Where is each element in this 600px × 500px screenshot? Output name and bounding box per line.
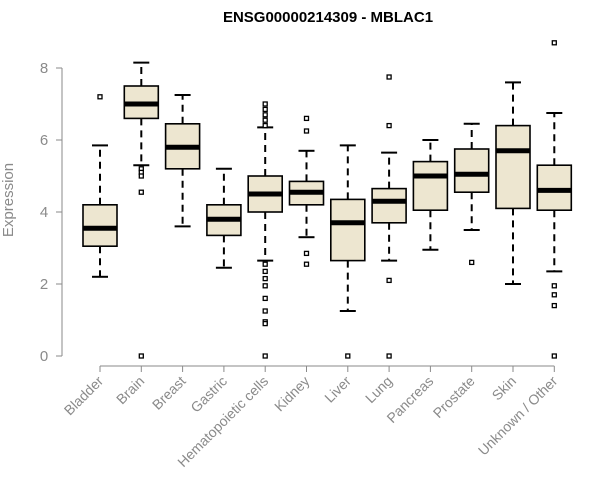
outlier-point (138, 173, 144, 179)
outlier-point (138, 353, 144, 359)
box-skin (495, 81, 531, 285)
x-tick-label: Liver (321, 373, 354, 406)
outlier-point (97, 94, 103, 100)
outlier-point (386, 353, 392, 359)
x-tick-label: Prostate (430, 373, 478, 421)
box-iqr (82, 204, 118, 248)
outlier-point (262, 320, 268, 327)
y-axis-label: Expression (0, 163, 17, 237)
box-bladder (82, 94, 118, 278)
box-breast (164, 94, 201, 228)
box-lung (371, 74, 407, 359)
outlier-point (469, 259, 475, 266)
x-tick-label: Skin (489, 373, 520, 404)
outlier-point (551, 40, 557, 46)
outlier-point (262, 261, 268, 267)
box-brain (123, 61, 160, 359)
box-iqr (495, 124, 531, 210)
x-tick-label: Kidney (271, 373, 313, 415)
outlier-point (303, 261, 310, 267)
x-tick-label: Breast (149, 373, 189, 413)
box-kidney (288, 115, 325, 267)
outlier-point (262, 353, 268, 359)
x-tick-label: Lung (362, 373, 395, 406)
box-gastric (206, 167, 242, 269)
outlier-point (262, 283, 268, 289)
outlier-point (262, 268, 268, 275)
box-iqr (412, 160, 449, 212)
outlier-point (551, 353, 557, 359)
y-tick-label: 6 (40, 132, 48, 149)
outlier-point (262, 106, 268, 113)
boxes-group (82, 40, 573, 359)
outlier-point (551, 292, 557, 298)
box-iqr (371, 187, 407, 224)
outlier-point (303, 115, 310, 122)
box-iqr (329, 198, 366, 262)
outlier-point (138, 189, 144, 195)
outlier-point (386, 277, 392, 284)
outlier-point (262, 112, 268, 118)
box-prostate (453, 122, 490, 266)
chart-title: ENSG00000214309 - MBLAC1 (223, 9, 433, 26)
outlier-point (303, 250, 310, 257)
y-tick-label: 2 (40, 276, 48, 293)
x-tick-label: Brain (113, 373, 147, 407)
box-pancreas (412, 139, 449, 251)
box-hematopoietic-cells (247, 101, 283, 359)
outlier-point (262, 122, 268, 129)
outlier-point (262, 101, 268, 107)
outlier-point (303, 128, 310, 134)
box-liver (329, 144, 366, 359)
y-tick-label: 4 (40, 204, 48, 221)
outlier-point (262, 295, 268, 302)
x-tick-label: Bladder (61, 373, 107, 419)
outlier-point (551, 302, 557, 309)
box-iqr (536, 164, 573, 211)
y-axis: 0 2 4 6 8 (40, 60, 63, 365)
outlier-point (262, 308, 268, 314)
outlier-point (262, 275, 268, 282)
y-tick-label: 8 (40, 60, 48, 77)
outlier-point (262, 117, 268, 123)
outlier-point (345, 353, 351, 359)
outlier-point (386, 122, 392, 129)
outlier-point (551, 283, 557, 289)
box-unknown-other (536, 40, 573, 359)
box-iqr (453, 148, 490, 194)
y-tick-label: 0 (40, 348, 48, 365)
outlier-point (386, 74, 392, 80)
